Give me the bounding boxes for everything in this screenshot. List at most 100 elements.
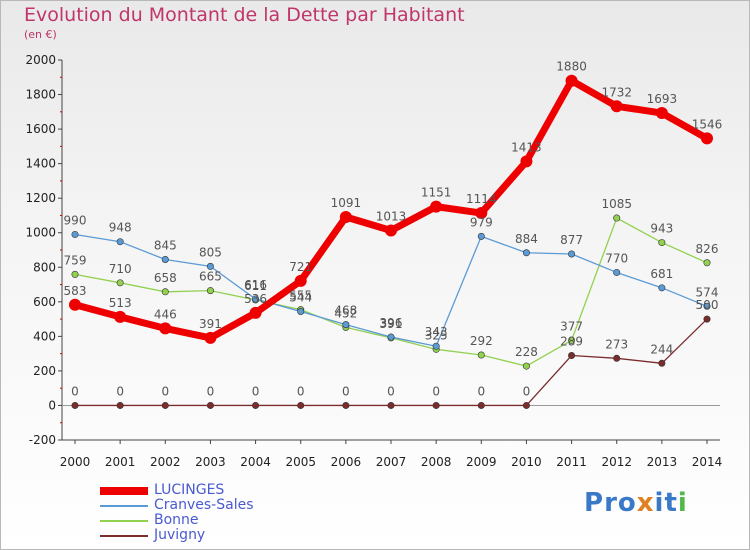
x-tick-label: 2014 [692,455,723,469]
data-point [387,333,395,341]
data-label: 826 [696,242,719,256]
data-label: 948 [109,221,132,235]
data-label: 0 [297,384,305,398]
data-point [204,331,217,344]
x-tick-label: 2006 [331,455,362,469]
x-tick-label: 2013 [647,455,678,469]
data-point [71,401,79,409]
data-label: 1091 [331,196,362,210]
data-label: 0 [477,384,485,398]
data-point [477,232,485,240]
data-point [522,401,530,409]
x-tick-label: 2002 [150,455,181,469]
x-tick-label: 2010 [511,455,542,469]
data-point [339,211,352,224]
data-label: 536 [244,292,267,306]
data-label: 665 [199,270,222,284]
logo-letter: i [654,488,665,518]
data-point [297,307,305,315]
data-label: 943 [650,222,673,236]
legend-label: Bonne [154,512,199,528]
data-point [71,230,79,238]
data-label: 583 [64,284,87,298]
y-tick-label: 800 [33,260,56,274]
data-label: 1880 [556,60,587,74]
data-label: 658 [154,271,177,285]
logo-letter: x [636,488,655,518]
y-tick-label: 1600 [25,122,56,136]
data-label: 292 [470,334,493,348]
data-point [252,295,260,303]
x-tick-label: 2001 [105,455,136,469]
data-point [703,302,711,310]
data-point [613,214,621,222]
data-label: 0 [71,384,79,398]
data-label: 0 [252,384,260,398]
data-labels: 583 513 446 391 536 721 1091 1013 1151 1114 1413 18… [64,60,723,399]
data-point [206,287,214,295]
data-label: 289 [560,335,583,349]
legend-label: Cranves-Sales [154,497,254,513]
data-label: 446 [154,307,177,321]
data-label: 0 [432,384,440,398]
data-point [613,354,621,362]
data-label: 396 [380,316,403,330]
data-point [703,315,711,323]
data-point [701,132,713,145]
data-label: 877 [560,233,583,247]
legend-swatch [100,520,148,522]
data-point [116,401,124,409]
data-label: 228 [515,345,538,359]
data-label: 500 [696,298,719,312]
x-tick-label: 2005 [285,455,316,469]
data-label: 990 [64,213,87,227]
legend-swatch [100,505,148,507]
data-label: 244 [650,342,673,356]
data-point [297,401,305,409]
data-label: 1013 [376,209,407,223]
data-label: 1732 [601,85,632,99]
chart-unit: (en €) [24,28,57,41]
data-point [116,238,124,246]
data-point [655,107,668,120]
data-label: 1546 [692,117,723,131]
y-tick-label: 0 [48,398,56,412]
data-label: 1151 [421,186,452,200]
data-label: 681 [650,267,673,281]
data-point [206,262,214,270]
data-point [568,352,576,360]
data-label: 377 [560,319,583,333]
data-point [69,298,81,311]
x-tick-label: 2008 [421,455,452,469]
x-tick-label: 2000 [60,455,91,469]
data-label: 574 [696,285,719,299]
data-label: 343 [425,325,448,339]
logo-letter: i [677,488,688,518]
proxiti-logo: Proxiti [584,488,688,518]
data-label: 1085 [601,197,632,211]
data-label: 805 [199,245,222,259]
data-point [658,359,666,367]
y-tick-label: 1000 [25,226,56,240]
data-point [520,155,533,168]
data-point [432,342,440,350]
data-point [568,336,576,344]
data-label: 391 [199,317,222,331]
data-label: 1114 [466,192,497,206]
y-tick-label: 200 [33,364,56,378]
y-tick-label: 600 [33,295,56,309]
data-label: 555 [289,289,312,303]
data-point [475,207,488,220]
logo-letter: t [664,488,678,518]
x-tick-label: 2012 [601,455,632,469]
data-point [658,284,666,292]
x-tick-label: 2004 [240,455,271,469]
data-point [430,200,443,213]
data-point [432,401,440,409]
data-point [610,100,623,113]
y-tick-label: 1200 [25,191,56,205]
data-label: 391 [380,317,403,331]
data-point [161,401,169,409]
data-point [565,74,578,87]
legend-swatch [100,487,148,495]
